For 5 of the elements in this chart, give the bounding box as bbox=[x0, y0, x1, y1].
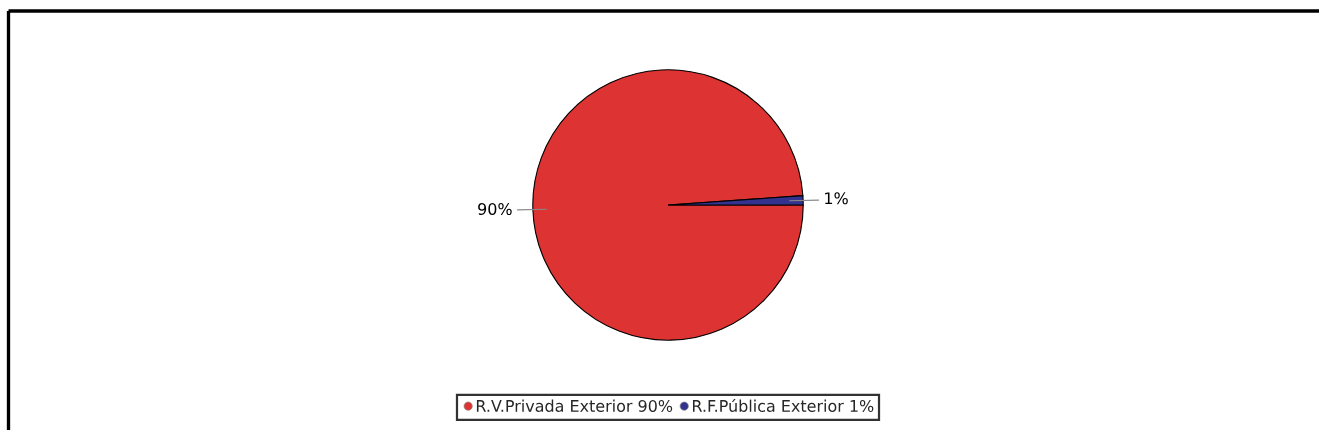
data-label: 90% bbox=[478, 202, 512, 215]
pie-slice bbox=[532, 69, 804, 341]
legend-label: R.V.Privada Exterior 90% bbox=[476, 399, 673, 412]
data-label: 1% bbox=[825, 192, 848, 205]
legend-label: R.F.Pública Exterior 1% bbox=[692, 398, 874, 412]
